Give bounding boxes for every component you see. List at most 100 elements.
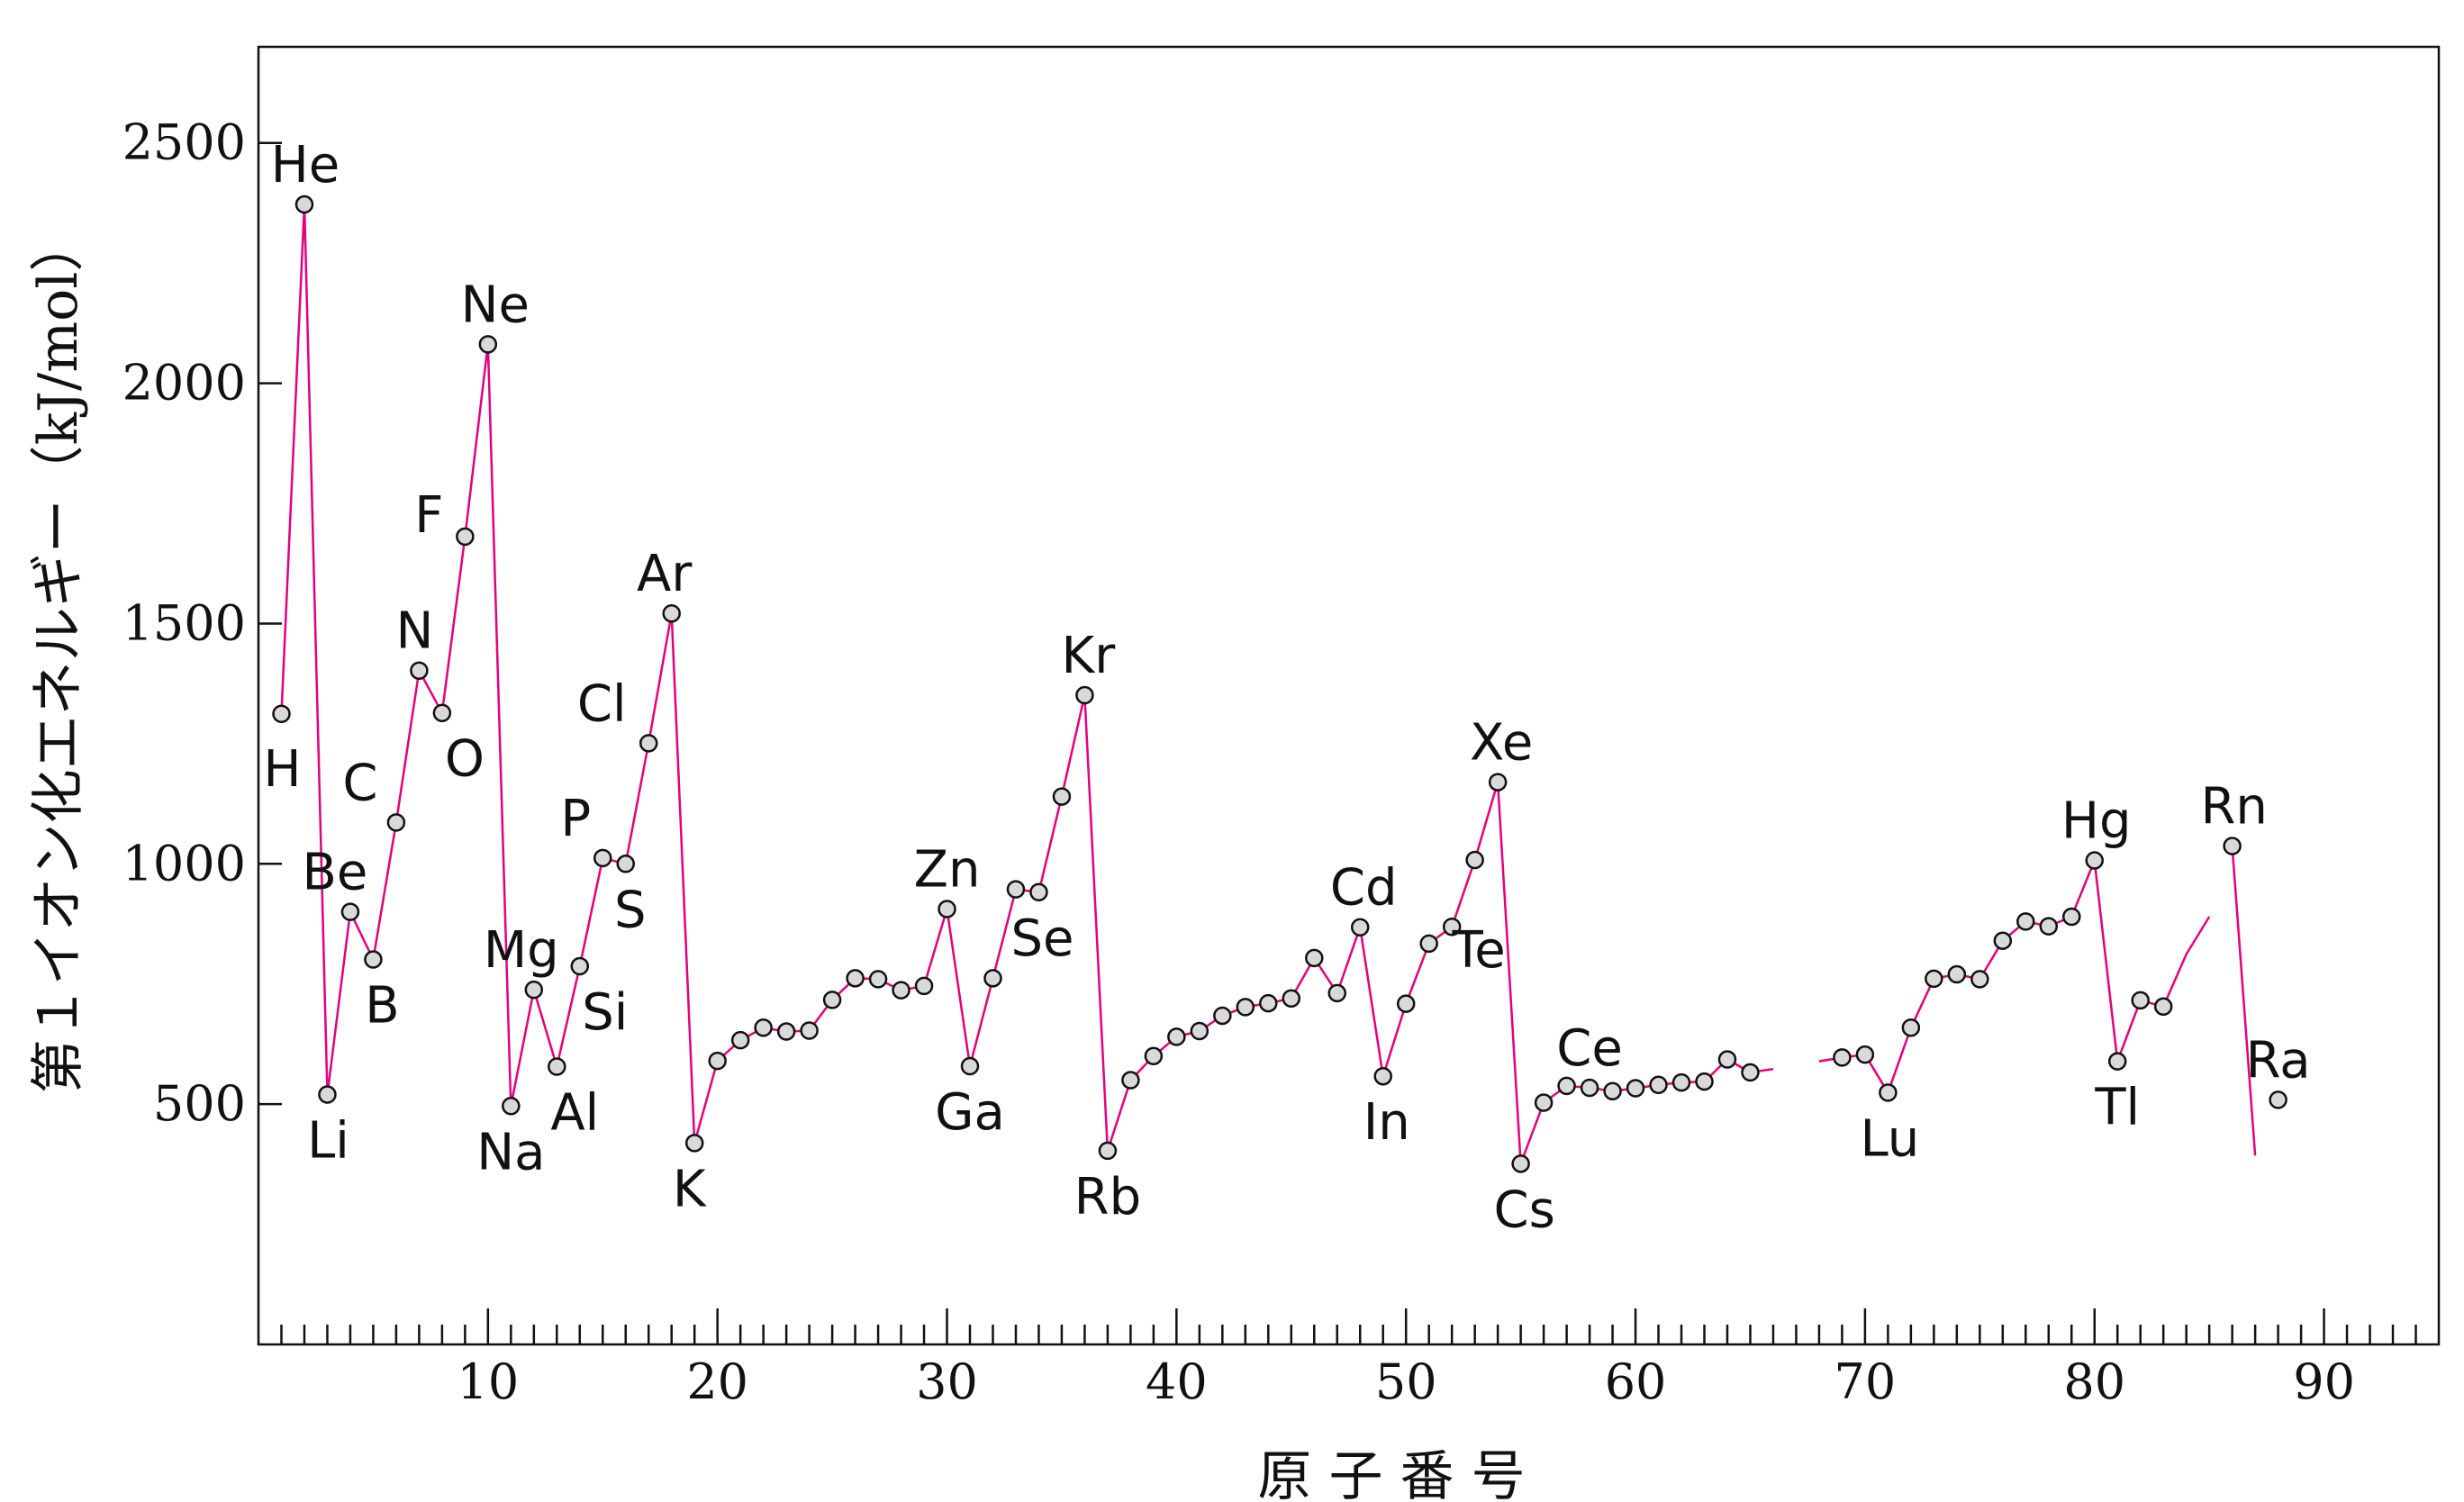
data-point [593,848,612,868]
data-point [1649,1075,1668,1095]
data-point [2153,997,2173,1017]
y-tick-label: 500 [153,1075,246,1132]
element-label: Al [550,1084,599,1143]
x-tick-label: 20 [686,1353,748,1410]
data-point [730,1030,750,1050]
x-axis-title: 原 子 番 号 [1257,1445,1525,1502]
data-point [1465,850,1484,870]
x-tick-label: 70 [1834,1353,1897,1410]
element-label: Mg [484,921,559,980]
y-tick-label: 2000 [122,355,246,412]
x-tick-label: 90 [2293,1353,2355,1410]
data-point [938,900,956,918]
data-point [754,1018,773,1037]
data-point [364,950,383,969]
element-label: C [342,754,377,812]
element-label: Si [582,983,628,1042]
data-point [1373,1066,1392,1086]
data-point [1190,1021,1209,1041]
x-tick-label: 10 [457,1353,519,1410]
element-label: Rn [2200,778,2267,837]
data-point [1350,918,1370,936]
element-label: Cs [1493,1181,1554,1239]
data-point [2039,917,2059,936]
y-tick-label: 1000 [122,835,246,891]
data-point [1305,948,1324,968]
data-point [1993,931,2013,950]
data-point [960,1056,980,1076]
series-line-segment [2231,846,2257,1156]
data-point [1396,994,1416,1013]
data-point [318,1085,337,1104]
element-label: Rb [1074,1168,1141,1226]
data-point [1144,1046,1164,1066]
element-label: N [395,602,433,661]
element-label: P [560,790,591,848]
data-point [1879,1083,1898,1102]
data-point [1511,1154,1530,1173]
data-point [800,1021,819,1040]
x-tick-label: 50 [1375,1353,1437,1410]
element-label: Cd [1330,859,1398,918]
data-point [1098,1141,1118,1161]
x-tick-label: 80 [2063,1353,2125,1410]
data-point [776,1022,796,1041]
data-point [1052,787,1072,806]
element-label: Be [302,844,367,902]
element-labels: H He Li Be B C N O F Ne Na Mg Al Si PS Cl Ar K Zn Ga Se Kr Rb C… [263,136,2310,1239]
y-tick-label: 2500 [122,114,246,171]
data-point [1901,1018,1921,1037]
y-tick-label: 1500 [122,594,246,651]
element-label: B [365,977,399,1036]
data-point [892,981,910,1000]
data-point [1029,882,1048,902]
data-point [570,956,590,976]
data-point [846,969,865,988]
data-point [2269,1090,2287,1109]
data-point [410,661,429,680]
element-label: K [673,1160,707,1218]
data-point [1717,1050,1737,1069]
data-point [2085,851,2104,870]
element-label: Na [476,1123,545,1181]
data-point [524,980,544,1000]
data-point [294,195,314,214]
element-label: H [263,740,301,799]
data-point [502,1097,521,1116]
data-point [432,703,452,722]
data-point [1259,993,1278,1013]
data-point [1167,1027,1186,1046]
plot-frame [257,45,2441,1346]
data-point [1626,1079,1645,1098]
data-point [684,1134,704,1153]
element-label: Ne [461,276,530,334]
element-label: Ra [2246,1031,2311,1090]
data-point [2062,907,2081,927]
data-point [1121,1071,1140,1090]
data-points [272,195,2287,1173]
x-tick-label: 40 [1146,1353,1208,1410]
element-label: Te [1452,921,1506,980]
element-label: Xe [1470,714,1533,773]
data-point [2131,991,2150,1010]
x-tick-label: 60 [1605,1353,1667,1410]
data-point [1419,934,1438,954]
data-point [272,704,291,724]
element-label: He [271,136,340,195]
data-point [2223,837,2242,855]
data-point [386,813,406,832]
element-label: F [414,486,443,545]
y-axis: 500 1000 1500 2000 2500 [122,114,282,1132]
data-point [1855,1045,1875,1064]
element-label: Li [307,1111,349,1170]
data-point [1833,1048,1852,1067]
x-axis: 10 20 30 40 50 60 70 80 90 [280,1308,2417,1410]
data-point [1603,1081,1622,1100]
element-label: O [445,730,485,789]
data-point [914,976,934,996]
element-label: Ar [637,545,693,603]
data-point [1947,964,1967,984]
data-point [1327,983,1347,1003]
series-line-segment [1818,859,2211,1094]
